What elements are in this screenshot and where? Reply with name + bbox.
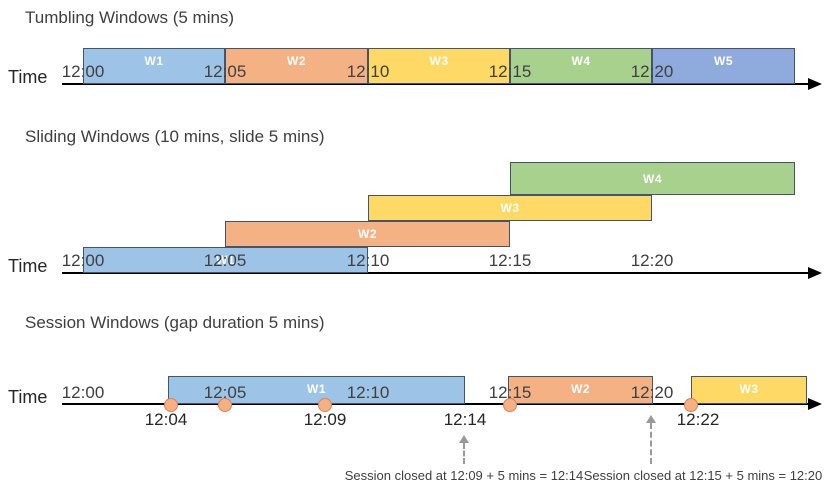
sliding-time-axis-label: Time xyxy=(8,256,48,276)
event-time-label-1222: 12:22 xyxy=(676,410,720,429)
sliding-axis-arrowhead-icon xyxy=(808,267,822,279)
session-time-axis xyxy=(62,403,810,405)
window-label: W3 xyxy=(739,382,759,396)
window-label: W3 xyxy=(429,54,449,68)
session-tick-1200: 12:00 xyxy=(61,383,105,402)
tumbling-window-bar-w3: W3 xyxy=(368,48,510,84)
window-label: W2 xyxy=(358,227,377,241)
tumbling-section-title: Tumbling Windows (5 mins) xyxy=(25,8,235,27)
tumbling-tick-1215: 12:15 xyxy=(488,62,532,81)
tumbling-window-bar-w2: W2 xyxy=(225,48,368,84)
tumbling-window-bar-w1: W1 xyxy=(83,48,225,84)
annotation-arrow-up-icon xyxy=(459,435,469,443)
session-axis-arrowhead-icon xyxy=(808,398,822,410)
event-time-label-1209: 12:09 xyxy=(303,410,347,429)
tumbling-tick-1210: 12:10 xyxy=(346,62,390,81)
session-time-axis-label: Time xyxy=(8,387,48,407)
window-label: W3 xyxy=(500,201,520,215)
window-label: W4 xyxy=(571,54,591,68)
window-label: W4 xyxy=(643,171,662,186)
event-dot-1209 xyxy=(318,398,332,412)
event-dot-1205 xyxy=(218,398,232,412)
session-close-annotation-2: Session closed at 12:15 + 5 mins = 12:20 xyxy=(583,468,823,483)
window-label: W2 xyxy=(571,382,590,396)
tumbling-axis-arrowhead-icon xyxy=(808,78,822,90)
tumbling-tick-1205: 12:05 xyxy=(203,62,247,81)
tumbling-window-bar-w4: W4 xyxy=(510,48,652,84)
tumbling-tick-1200: 12:00 xyxy=(61,62,105,81)
session-window-bar-w1: W1 xyxy=(168,376,465,404)
tumbling-window-bar-w5: W5 xyxy=(652,48,795,84)
sliding-window-bar-w2: W2 xyxy=(225,221,510,247)
sliding-tick-1215: 12:15 xyxy=(488,251,532,270)
event-dot-1222 xyxy=(684,398,698,412)
sliding-window-bar-w3: W3 xyxy=(368,195,652,221)
sliding-section-title: Sliding Windows (10 mins, slide 5 mins) xyxy=(25,127,325,146)
annotation-dashed-line xyxy=(463,443,465,464)
window-label: W1 xyxy=(144,54,164,68)
sliding-tick-1200: 12:00 xyxy=(61,251,105,270)
sliding-tick-1205: 12:05 xyxy=(203,251,247,270)
session-tick-1215: 12:15 xyxy=(488,383,532,402)
window-label: W5 xyxy=(714,54,733,68)
window-label: W1 xyxy=(216,253,235,267)
tumbling-time-axis xyxy=(62,83,810,85)
sliding-window-bar-w1: W1 xyxy=(83,247,368,273)
sliding-tick-1210: 12:10 xyxy=(346,251,390,270)
sliding-tick-1220: 12:20 xyxy=(630,251,674,270)
session-close-annotation-1: Session closed at 12:09 + 5 mins = 12:14 xyxy=(344,468,584,483)
tumbling-time-axis-label: Time xyxy=(8,67,48,87)
event-time-label-1204: 12:04 xyxy=(144,410,188,429)
sliding-time-axis xyxy=(62,272,810,274)
sliding-window-bar-w4: W4 xyxy=(510,162,795,195)
event-dot-1204 xyxy=(164,398,178,412)
session-tick-1210: 12:10 xyxy=(346,383,390,402)
session-close-label-1214: 12:14 xyxy=(443,410,487,429)
window-label: W1 xyxy=(307,382,326,396)
session-tick-1220: 12:20 xyxy=(630,383,674,402)
session-tick-1205: 12:05 xyxy=(203,383,247,402)
annotation-arrow-up-icon xyxy=(646,415,656,423)
session-window-bar-w2: W2 xyxy=(508,376,653,404)
tumbling-tick-1220: 12:20 xyxy=(630,62,674,81)
session-window-bar-w3: W3 xyxy=(691,376,807,404)
session-section-title: Session Windows (gap duration 5 mins) xyxy=(25,313,325,332)
annotation-dashed-line xyxy=(650,423,652,464)
window-label: W2 xyxy=(287,54,306,68)
event-dot-1215 xyxy=(503,398,517,412)
